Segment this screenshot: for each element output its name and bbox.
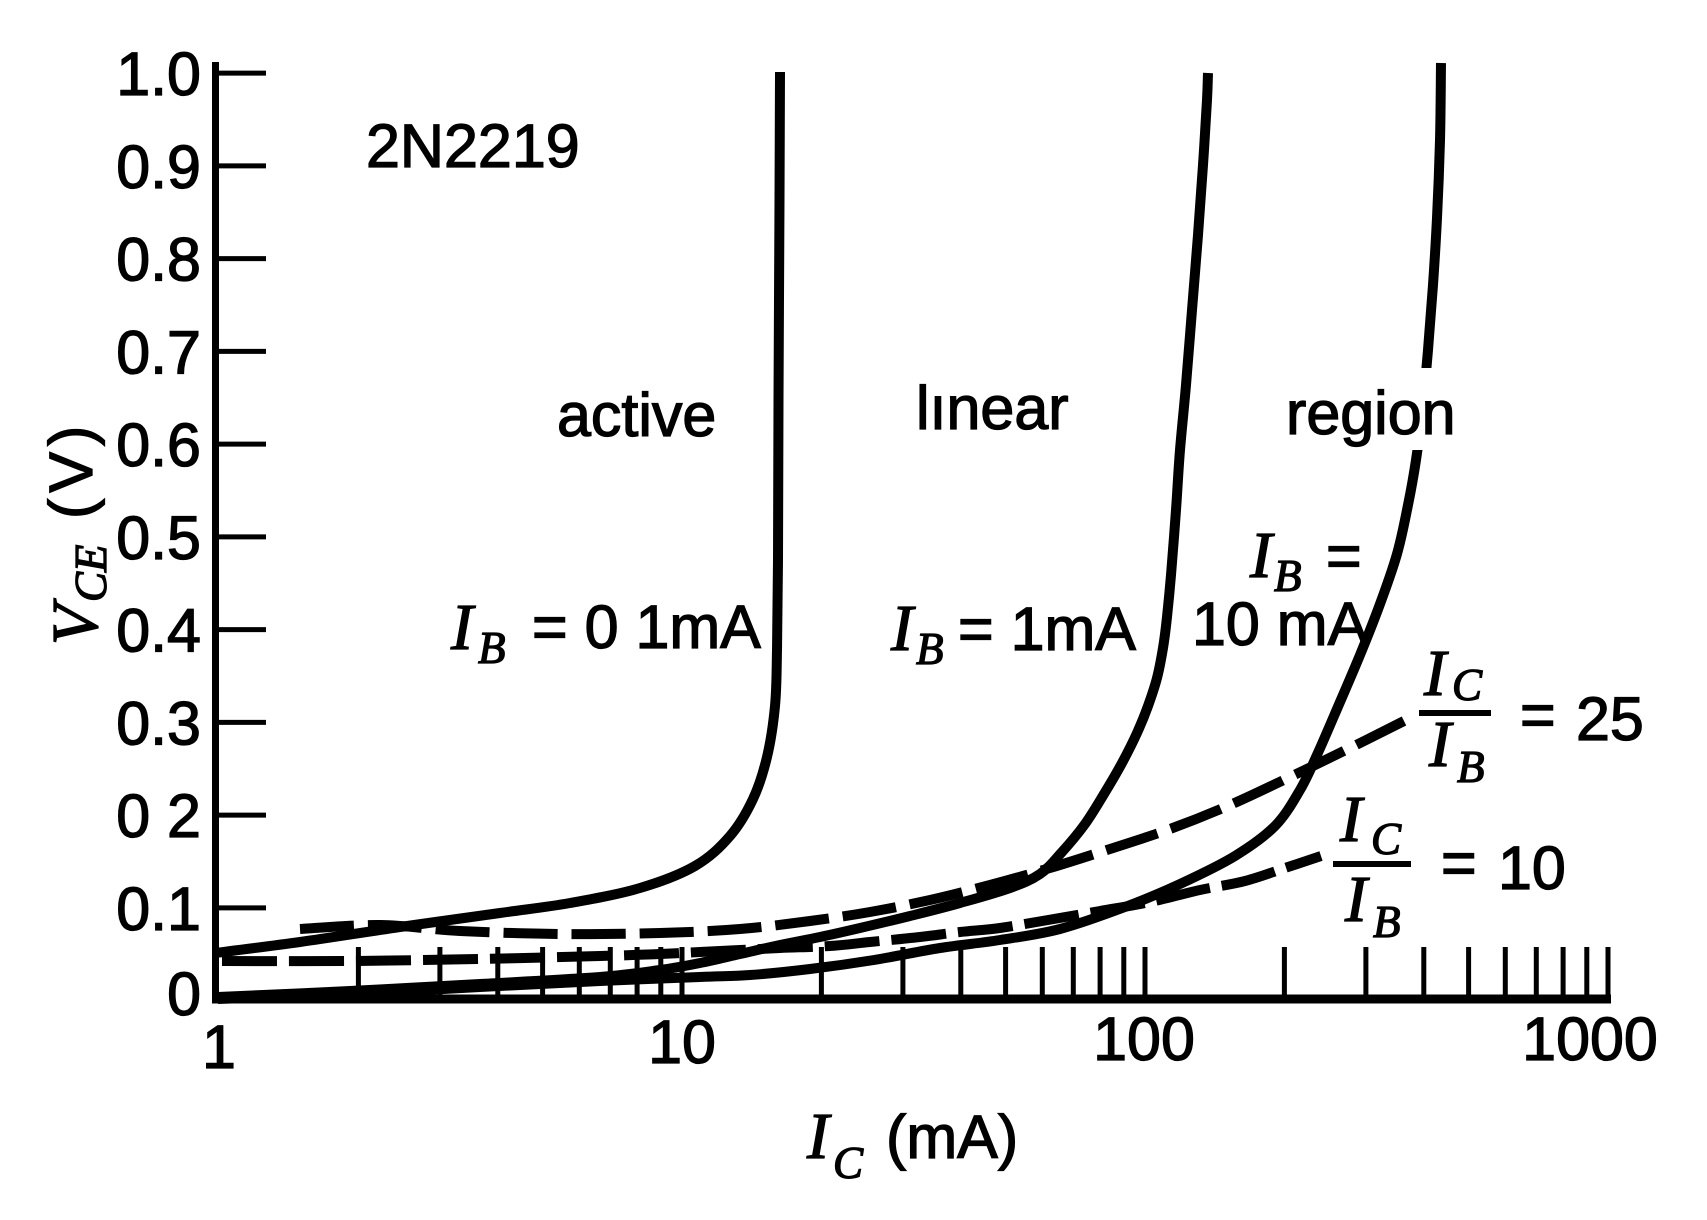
svg-text:I: I <box>450 591 476 664</box>
svg-text:10: 10 <box>1498 834 1566 902</box>
svg-text:active: active <box>557 381 716 449</box>
svg-text:0.9: 0.9 <box>116 133 201 201</box>
svg-text:(V): (V) <box>37 420 105 519</box>
svg-text:0.7: 0.7 <box>116 318 201 386</box>
svg-text:I: I <box>1339 783 1365 856</box>
svg-text:I: I <box>890 592 916 665</box>
svg-text:2N2219: 2N2219 <box>366 112 580 180</box>
svg-text:I: I <box>1249 519 1275 592</box>
svg-text:CE: CE <box>66 544 116 602</box>
svg-text:(mA): (mA) <box>886 1103 1018 1171</box>
svg-text:= 0 1mA: = 0 1mA <box>532 593 761 661</box>
svg-text:B: B <box>1274 551 1302 601</box>
svg-text:B: B <box>916 624 944 674</box>
svg-text:V: V <box>39 598 112 645</box>
svg-text:C: C <box>1452 660 1483 710</box>
svg-text:B: B <box>1373 897 1401 947</box>
svg-text:0.6: 0.6 <box>116 411 201 479</box>
svg-text:0 2: 0 2 <box>116 782 201 850</box>
svg-text:I: I <box>1344 863 1370 936</box>
svg-text:0.3: 0.3 <box>116 689 201 757</box>
svg-text:10: 10 <box>648 1008 716 1076</box>
svg-text:C: C <box>833 1138 864 1188</box>
svg-text:=: = <box>1441 829 1477 897</box>
svg-text:0: 0 <box>167 960 201 1028</box>
svg-text:100: 100 <box>1093 1005 1195 1073</box>
svg-text:I: I <box>1423 637 1449 710</box>
svg-text:1: 1 <box>202 1013 236 1081</box>
svg-text:=: = <box>1520 681 1556 749</box>
svg-text:I: I <box>806 1100 832 1173</box>
svg-text:1.0: 1.0 <box>116 40 201 108</box>
svg-text:= 1mA: = 1mA <box>958 595 1136 663</box>
svg-text:0.1: 0.1 <box>116 875 201 943</box>
svg-text:0.4: 0.4 <box>116 597 201 665</box>
svg-text:0.5: 0.5 <box>116 504 201 572</box>
svg-text:lınear: lınear <box>916 374 1069 442</box>
svg-text:C: C <box>1371 814 1402 864</box>
svg-text:B: B <box>1457 742 1485 792</box>
svg-text:=: = <box>1326 522 1362 590</box>
svg-text:B: B <box>478 623 506 673</box>
svg-text:region: region <box>1286 379 1456 447</box>
svg-text:10 mA: 10 mA <box>1192 590 1369 658</box>
svg-text:I: I <box>1428 708 1454 781</box>
svg-text:25: 25 <box>1576 685 1644 753</box>
svg-text:1000: 1000 <box>1522 1005 1658 1073</box>
svg-text:0.8: 0.8 <box>116 226 201 294</box>
